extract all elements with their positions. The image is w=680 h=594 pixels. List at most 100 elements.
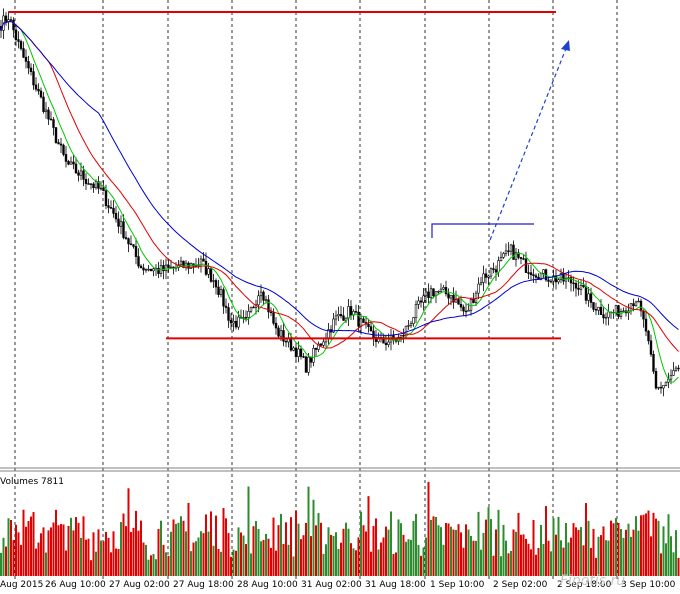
candle-body [637, 300, 640, 303]
candle-body [362, 318, 365, 323]
candle-body [219, 289, 223, 295]
candle-body [629, 303, 633, 312]
candle-body [584, 286, 588, 301]
candle-body [419, 300, 423, 303]
candle-body [674, 367, 678, 371]
candle-body [27, 61, 30, 69]
candle-body [339, 314, 343, 317]
candle-body [417, 300, 420, 305]
candle-body [657, 386, 660, 389]
candle-body [677, 367, 680, 370]
candle-body [414, 304, 418, 318]
candle-body [369, 326, 373, 332]
candle-body [492, 268, 495, 270]
candle-body [284, 340, 288, 343]
candle-body [354, 311, 358, 313]
candle-body [319, 343, 323, 346]
candle-body [514, 252, 518, 260]
ma_fast-line [0, 20, 679, 383]
candle-body [204, 260, 208, 275]
candle-body [227, 307, 230, 321]
candle-body [209, 268, 213, 282]
candle-body [49, 118, 53, 121]
candle-body [632, 303, 635, 307]
candle-body [359, 318, 363, 327]
candle-body [157, 267, 160, 274]
candle-body [322, 341, 325, 346]
candle-body [52, 119, 55, 128]
candle-body [402, 335, 405, 337]
candle-body [557, 279, 560, 283]
candle-body [669, 375, 673, 380]
candle-body [82, 170, 85, 180]
candle-body [644, 318, 648, 332]
candle-body [337, 314, 340, 317]
candle-body [74, 163, 78, 174]
candle-body [12, 19, 15, 31]
candle-body [107, 205, 110, 208]
candle-body [274, 322, 278, 329]
candle-body [252, 306, 255, 309]
candle-body [29, 67, 33, 72]
x-tick-label: 26 Aug 10:00 [45, 580, 106, 590]
candle-body [139, 265, 143, 269]
candle-body [559, 273, 563, 281]
candle-body [199, 258, 203, 265]
x-tick-label: 2 Sep 02:00 [493, 580, 548, 590]
x-tick-label: 28 Aug 10:00 [237, 580, 298, 590]
candle-body [317, 343, 320, 350]
candle-body [272, 312, 275, 324]
candle-body [54, 127, 58, 143]
candle-body [57, 142, 60, 145]
candle-body [267, 299, 270, 313]
candle-body [412, 317, 415, 324]
candle-body [464, 310, 468, 313]
candle-body [104, 190, 108, 206]
candle-body [524, 258, 528, 273]
candle-body [277, 327, 280, 337]
candle-body [79, 170, 83, 176]
candle-body [594, 309, 598, 311]
candle-body [622, 310, 625, 312]
candle-body [512, 244, 515, 260]
candle-body [124, 237, 128, 239]
candle-body [232, 320, 235, 324]
candle-body [179, 260, 183, 266]
candle-body [134, 246, 138, 257]
candle-body [452, 294, 455, 303]
candle-body [564, 278, 568, 282]
candle-body [532, 274, 535, 276]
candle-body [304, 356, 308, 373]
candle-body [234, 320, 238, 328]
candle-body [67, 161, 70, 165]
candle-body [307, 356, 310, 373]
candle-body [387, 341, 390, 346]
candle-body [614, 305, 618, 314]
candle-body [634, 301, 638, 307]
candle-body [249, 306, 253, 312]
candle-body [212, 280, 215, 282]
candle-body [42, 96, 45, 112]
candle-body [39, 90, 43, 98]
candle-body [137, 256, 140, 267]
candle-body [247, 310, 250, 318]
candle-body [32, 71, 35, 86]
candle-body [84, 179, 88, 184]
candle-body [384, 342, 388, 346]
candle-body [577, 287, 580, 290]
candle-body [487, 275, 490, 278]
candle-body [224, 305, 228, 308]
candle-body [312, 348, 315, 363]
candle-body [549, 280, 553, 283]
candle-body [449, 294, 453, 299]
candle-body [334, 315, 338, 320]
candle-body [202, 258, 205, 262]
candle-body [422, 295, 425, 303]
candle-body [257, 295, 260, 306]
candle-body [664, 381, 668, 386]
candle-body [132, 244, 135, 247]
candle-body [607, 311, 610, 318]
candle-body [404, 325, 408, 337]
candle-body [409, 323, 413, 326]
candle-body [529, 272, 533, 276]
